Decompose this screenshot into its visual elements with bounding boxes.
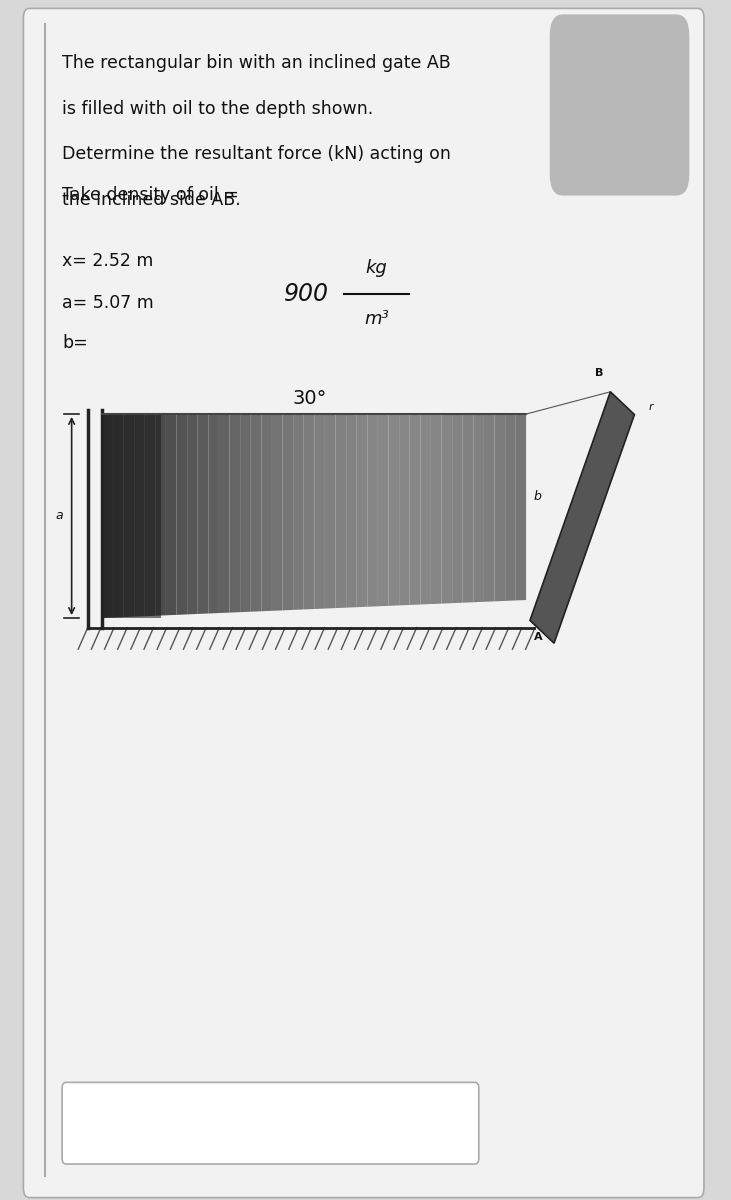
- Text: A: A: [534, 631, 543, 642]
- Polygon shape: [378, 414, 389, 606]
- Polygon shape: [187, 414, 197, 614]
- Text: Determine the resultant force (kN) acting on: Determine the resultant force (kN) actin…: [62, 145, 451, 163]
- Polygon shape: [293, 414, 304, 610]
- Polygon shape: [240, 414, 251, 612]
- FancyBboxPatch shape: [23, 8, 704, 1198]
- Polygon shape: [208, 414, 219, 613]
- Polygon shape: [102, 414, 161, 618]
- Polygon shape: [261, 414, 272, 611]
- Polygon shape: [420, 414, 431, 605]
- Text: B: B: [595, 368, 604, 378]
- Text: a= 5.07 m: a= 5.07 m: [62, 294, 154, 312]
- Polygon shape: [325, 414, 336, 608]
- Polygon shape: [389, 414, 399, 606]
- Text: The rectangular bin with an inclined gate AB: The rectangular bin with an inclined gat…: [62, 54, 451, 72]
- Polygon shape: [230, 414, 240, 612]
- Polygon shape: [516, 414, 526, 600]
- Text: 30°: 30°: [292, 389, 327, 408]
- Polygon shape: [135, 414, 145, 617]
- Polygon shape: [251, 414, 261, 612]
- Text: a: a: [56, 510, 63, 522]
- Polygon shape: [452, 414, 463, 604]
- Polygon shape: [336, 414, 346, 608]
- Polygon shape: [463, 414, 474, 602]
- Polygon shape: [145, 414, 155, 617]
- Text: b=: b=: [62, 334, 88, 352]
- Polygon shape: [442, 414, 452, 604]
- Text: b: b: [534, 490, 541, 503]
- Polygon shape: [272, 414, 282, 611]
- Polygon shape: [494, 414, 505, 601]
- FancyBboxPatch shape: [550, 14, 689, 196]
- Text: r: r: [648, 402, 653, 412]
- Text: x= 2.52 m: x= 2.52 m: [62, 252, 154, 270]
- Text: kg: kg: [366, 259, 387, 277]
- Polygon shape: [474, 414, 484, 602]
- Polygon shape: [484, 414, 494, 601]
- Polygon shape: [530, 391, 635, 643]
- Polygon shape: [197, 414, 208, 614]
- Polygon shape: [526, 391, 610, 620]
- Polygon shape: [282, 414, 293, 611]
- Text: m³: m³: [364, 310, 389, 328]
- Polygon shape: [102, 414, 113, 618]
- Polygon shape: [505, 414, 516, 601]
- Text: 900: 900: [284, 282, 329, 306]
- Polygon shape: [409, 414, 420, 605]
- Polygon shape: [177, 414, 187, 614]
- Polygon shape: [155, 414, 166, 616]
- Polygon shape: [304, 414, 314, 610]
- Text: is filled with oil to the depth shown.: is filled with oil to the depth shown.: [62, 100, 374, 118]
- Polygon shape: [219, 414, 230, 613]
- Polygon shape: [367, 414, 378, 607]
- Polygon shape: [113, 414, 124, 618]
- Polygon shape: [357, 414, 367, 607]
- Polygon shape: [124, 414, 135, 617]
- Text: the inclined side AB.: the inclined side AB.: [62, 191, 241, 209]
- Polygon shape: [431, 414, 442, 604]
- Polygon shape: [346, 414, 357, 607]
- Polygon shape: [314, 414, 325, 608]
- Text: Take density of oil =: Take density of oil =: [62, 186, 239, 204]
- Polygon shape: [399, 414, 409, 605]
- FancyBboxPatch shape: [62, 1082, 479, 1164]
- Polygon shape: [166, 414, 177, 616]
